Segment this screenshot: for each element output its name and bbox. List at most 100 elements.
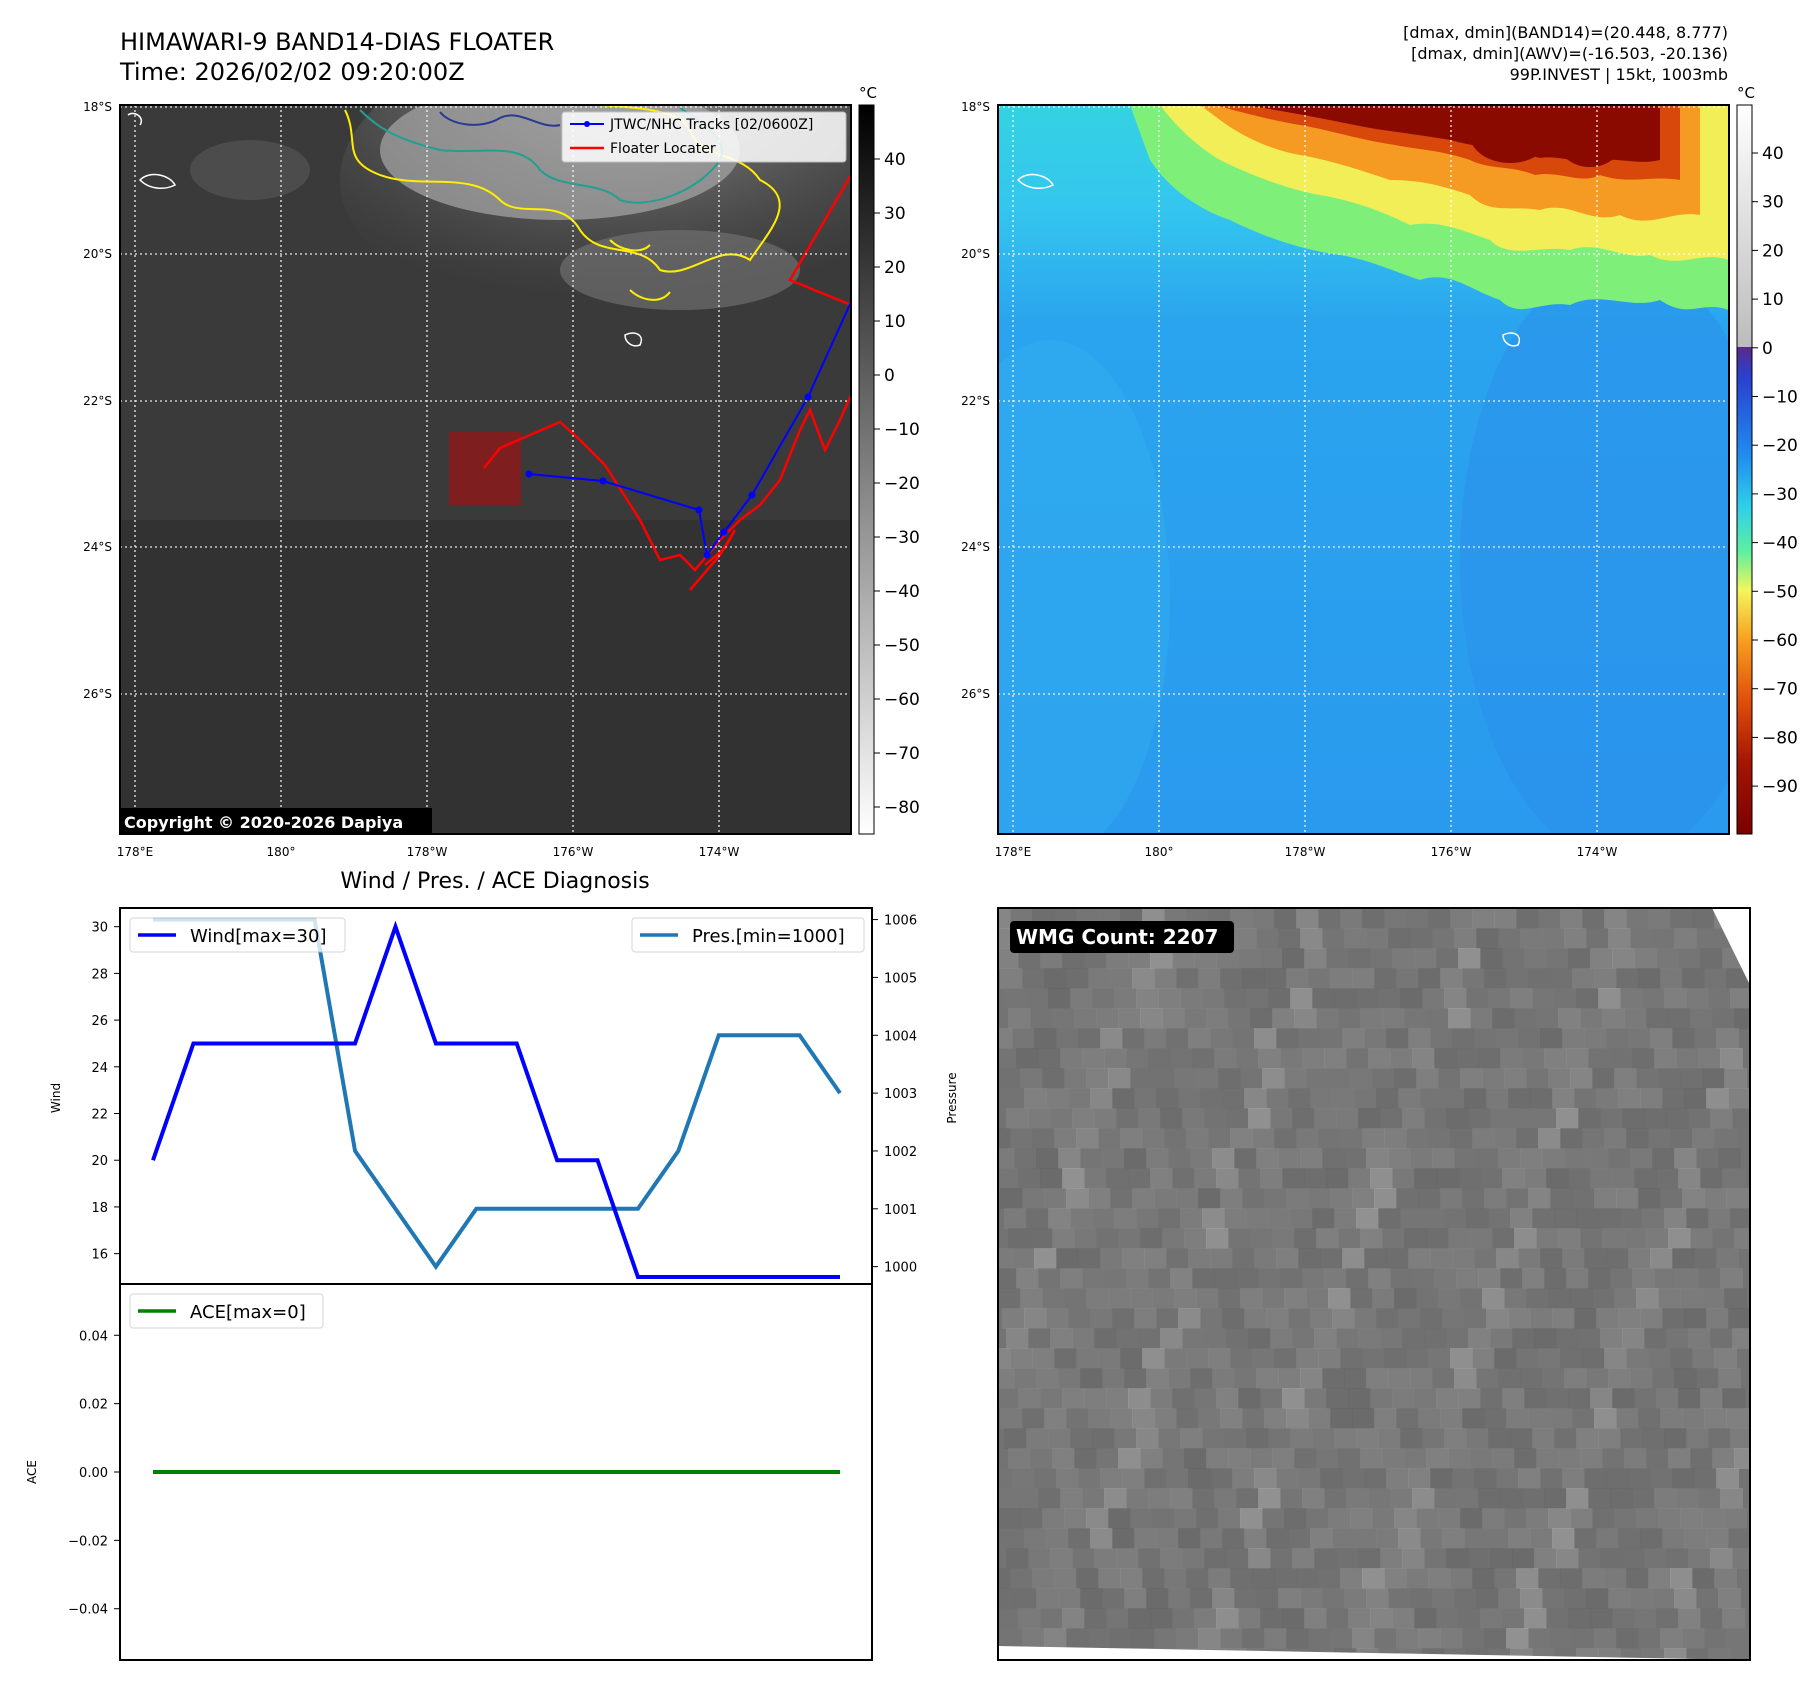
wmg-tile [1724,1508,1747,1529]
wmg-tile [1560,908,1583,929]
wmg-tile [1728,1308,1750,1329]
wmg-tile [1224,1428,1247,1449]
wmg-tile [1372,1288,1395,1309]
wmg-tile [1674,928,1697,949]
wmg-tile [1176,1408,1199,1429]
wmg-tile [1114,988,1137,1009]
wmg-tile [1564,928,1587,949]
wmg-tile [1514,1008,1537,1029]
wmg-tile [1640,1308,1663,1329]
wmg-tile [1492,1228,1515,1249]
wmg-tile [1638,1408,1661,1429]
wmg-tile [1262,1068,1285,1089]
wmg-tile [1466,1428,1489,1449]
wmg-tile [1214,1048,1237,1069]
wmg-tile [1316,1008,1339,1029]
wmg-tile [1218,1288,1241,1309]
wmg-tile [1234,1588,1257,1609]
pressure-tick-label: 1005 [884,971,917,986]
wmg-tile [1222,1308,1245,1329]
wmg-tile [1534,1548,1557,1569]
wmg-tile [1494,1128,1517,1149]
wmg-tile [1264,1188,1287,1209]
wmg-tile [1166,1468,1189,1489]
wmg-tile [1714,1348,1737,1369]
wmg-tile [1162,1228,1185,1249]
wmg-tile [1544,1488,1567,1509]
wmg-tile [1384,1128,1407,1149]
wmg-tile [1136,988,1159,1009]
wmg-tile [1170,1488,1193,1509]
wmg-tile [1490,1328,1513,1349]
wmg-tile [1408,1248,1431,1269]
wmg-tile [1320,1468,1343,1489]
wmg-tile [1162,1448,1185,1469]
wmg-tile [1440,1408,1463,1429]
wmg-tile [1236,1488,1259,1509]
wmg-tile [1134,1308,1157,1329]
wmg-tile [1078,1028,1101,1049]
wmg-tile [1190,1368,1213,1389]
wmg-tile [1374,1628,1397,1649]
wmg-tile [1178,1528,1201,1549]
wmg-tile [1692,1128,1715,1149]
wmg-tile [1594,1408,1617,1429]
wv-lon-labels: 178°E 180° 178°W 176°W 174°W [995,845,1618,859]
wmg-tile [1360,1448,1383,1469]
wmg-tile [1548,1508,1571,1529]
wmg-tile [1368,1268,1391,1289]
wmg-tile [1502,948,1525,969]
wmg-tile [1278,1148,1301,1169]
wind-legend: Wind[max=30] [129,917,346,953]
wmg-tile [1670,1568,1693,1589]
wmg-tile [1644,1548,1667,1569]
wmg-tile [1404,1008,1427,1029]
wmg-tile [1084,948,1107,969]
wmg-tile [1282,1168,1305,1189]
wmg-tile [1194,1168,1217,1189]
wmg-tile [1474,1248,1497,1269]
wmg-tile [1446,1108,1469,1129]
wmg-tile [1132,1408,1155,1429]
wmg-tile [1108,1508,1131,1529]
wmg-tile [1402,1548,1425,1569]
wmg-tile [1620,1428,1643,1449]
wmg-tile [1182,1108,1205,1129]
wmg-tile [1084,1388,1107,1409]
wmg-tile [1318,908,1341,929]
wmg-tile [1240,1068,1263,1089]
figure-title: HIMAWARI-9 BAND14-DIAS FLOATER [120,28,554,56]
wmg-tile [1568,1608,1591,1629]
wmg-tile [1244,1308,1267,1329]
wmg-tile [1036,1368,1059,1389]
wmg-tile [1490,1548,1513,1569]
wv-colorbar-tick-label: −10 [1762,388,1798,408]
wmg-tile [1230,1128,1253,1149]
wmg-tile [1176,1188,1199,1209]
wmg-tile [1154,1628,1177,1649]
wmg-tile [1470,1228,1493,1249]
wind-series-line [151,920,840,1279]
wmg-tile [1406,1128,1429,1149]
wmg-tile [1578,1548,1601,1569]
wmg-tile [1302,1488,1325,1509]
wmg-tile [1586,1588,1609,1609]
wmg-tile [998,1288,1021,1309]
wmg-tile [1578,1108,1601,1129]
wmg-tile [1198,1408,1221,1429]
wmg-tile [1094,1548,1117,1569]
wmg-tile [1654,1268,1677,1289]
wmg-tile [1564,1148,1587,1169]
wmg-tile [1318,1128,1341,1149]
wmg-tile [1160,1108,1183,1129]
lon-label-178e: 178°E [117,845,154,859]
wmg-tile [998,908,1011,929]
wmg-tile [1132,968,1155,989]
wmg-tile [1392,1608,1415,1629]
wmg-tile [1626,1568,1649,1589]
wmg-tile [1598,988,1621,1009]
wmg-tile [1722,1388,1745,1409]
wmg-tile [1176,1628,1199,1649]
wmg-tile [1698,1048,1721,1069]
wmg-tile [1190,1588,1213,1609]
